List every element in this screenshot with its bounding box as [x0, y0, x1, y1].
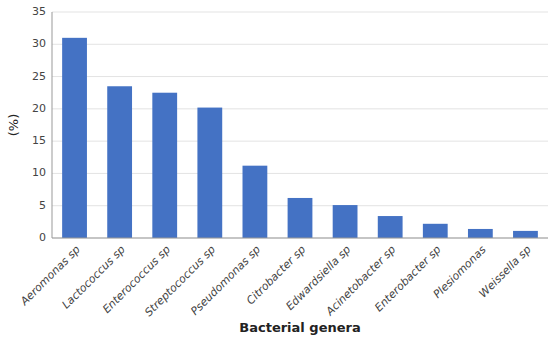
bar — [62, 38, 87, 238]
bar — [152, 93, 177, 238]
bar — [243, 166, 268, 238]
y-tick-label: 25 — [32, 70, 46, 83]
bar — [378, 216, 403, 238]
x-axis — [52, 238, 548, 239]
x-axis-label: Bacterial genera — [239, 320, 360, 335]
bar — [333, 205, 358, 238]
y-tick-label: 20 — [32, 102, 46, 115]
bars — [62, 38, 538, 238]
bar — [197, 108, 222, 238]
y-tick-label: 5 — [39, 199, 46, 212]
y-tick-label: 10 — [32, 166, 46, 179]
y-tick-label: 30 — [32, 37, 46, 50]
y-tick-label: 15 — [32, 134, 46, 147]
bar — [288, 198, 313, 238]
bar — [107, 86, 132, 238]
bar — [423, 224, 448, 238]
x-tick-label: Weissella sp — [476, 243, 533, 300]
y-axis — [52, 12, 53, 238]
y-tick-label: 0 — [39, 231, 46, 244]
grid-line — [52, 76, 548, 77]
grid-line — [52, 12, 548, 13]
y-axis-label: (%) — [6, 114, 21, 137]
bar — [468, 229, 493, 238]
x-tick-label: Enterobacter sp — [372, 243, 443, 314]
grid-line — [52, 238, 548, 239]
grid-line — [52, 44, 548, 45]
bar — [513, 231, 538, 238]
chart: 05101520253035Aeromonas spLactococcus sp… — [0, 0, 560, 340]
y-tick-label: 35 — [32, 5, 46, 18]
